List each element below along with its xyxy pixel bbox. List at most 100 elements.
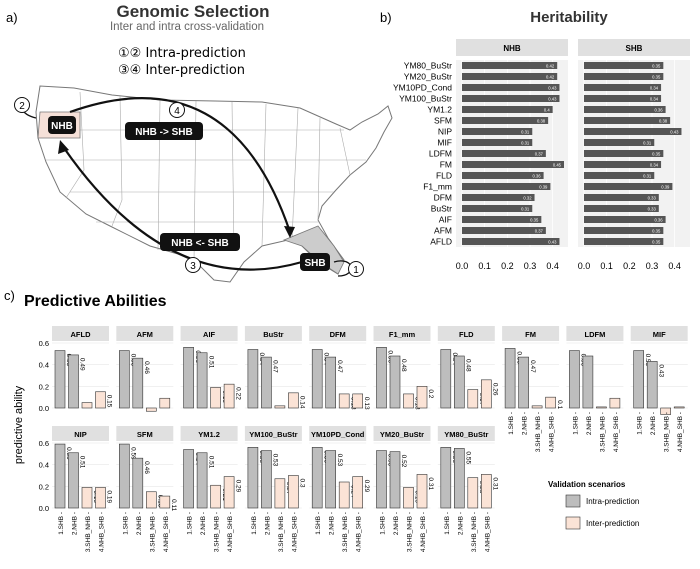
bar-value-label: 0.38 [659,118,668,123]
x-category-label: 1.SHB - [187,512,194,535]
x-tick-label: 0.0 [456,261,469,271]
y-tick-label: 0.6 [39,439,49,448]
bar-2.NHB [261,356,272,409]
bar-1.SHB [183,347,194,409]
bar-value-label: 0.43 [670,129,679,134]
bar-value-label: 0.31 [521,206,530,211]
bar-4.NHB_SHB [352,476,364,509]
bar-2.NHB [453,355,465,409]
heritability-facet-shb: SHB 0.0 0.1 0.2 0.3 0.4 0.35 0.35 0.34 0.34 0.36 0.… [578,39,690,271]
shb-box-label: SHB [304,258,325,269]
facet-strip-label: YM1.2 [198,430,220,439]
facet-strip-label: YM10PD_Cond [311,430,365,439]
circle-3-label: 3 [190,261,196,272]
heritability-bar [462,161,564,168]
facet-strip-label: LDFM [584,330,605,339]
trait-label: YM10PD_Cond [393,83,452,93]
panel-b-heritability: b) Heritability NHB 0.0 0.1 0.2 0.3 0.4 0.42 0.4… [380,9,690,271]
bar-value-label: 0.49 [79,358,86,371]
heritability-bar [584,238,664,245]
legend-label: Intra-prediction [586,497,639,506]
bar-1.SHB [504,348,516,409]
heritability-bar [584,95,662,102]
bar-value-label: 0.48 [465,359,472,372]
x-category-label: 4.NHB_SHB - [420,512,427,552]
bar-value-label: 0.53 [272,454,279,467]
heritability-bar [584,117,671,124]
facet-strip [52,326,109,341]
bar-value-label: 0.35 [652,74,661,79]
bar-value-label: 0.59 [130,447,137,460]
bar-3.SHB_NHB [338,481,350,509]
heritability-bar [584,183,673,190]
x-tick-label: 0.2 [501,261,514,271]
x-category-label: 1.SHB - [637,412,644,435]
arrow-nhb-to-shb [69,97,292,233]
y-tick-label: 0.0 [39,504,49,513]
trait-label: YM1.2 [427,105,452,115]
x-tick-label: 0.4 [546,261,559,271]
bar-value-label: 0.43 [548,239,557,244]
heritability-bar [462,205,533,212]
circle-4-label: 4 [174,106,180,117]
bar-1.SHB [569,350,580,409]
heritability-bar [584,139,655,146]
bar-1.SHB [54,443,66,509]
bar-1.SHB [633,350,645,409]
bar-value-label: 0.34 [650,85,659,90]
arrow-head-forward [284,226,295,238]
facet-strip-label: AFM [137,330,153,339]
predictive-abilities-title: Predictive Abilities [24,293,167,310]
x-category-label: 2.NHB - [264,512,271,535]
facet-f1-mm: F1_mm0.560.480.130.2 [373,326,434,410]
bar-3.SHB_NHB [274,478,286,509]
heritability-bar [462,216,542,223]
bar-value-label: 0.39 [539,184,548,189]
bar-3.SHB_NHB [596,406,607,409]
bar-value-label: 0.4 [544,107,550,112]
forward-label: NHB -> SHB [135,127,193,138]
bar-3.SHB_NHB [210,484,221,509]
bar-2.NHB [646,361,658,409]
trait-label: AFLD [430,237,452,247]
y-axis-title: predictive ability [13,385,25,464]
heritability-bar [462,95,560,102]
bar-value-label: 0.51 [207,356,214,369]
x-category-label: 4.NHB_SHB - [677,412,684,452]
x-category-label: 4.NHB_SHB - [484,512,491,552]
bar-value-label: 0.31 [643,140,652,145]
facet-strip [116,326,174,341]
bar-value-label: 0.11 [170,499,177,512]
facet-strip [456,39,568,56]
facet-strip [437,326,495,341]
heritability-bar [462,117,549,124]
bar-4.NHB_SHB [545,396,556,409]
backward-label: NHB <- SHB [171,238,229,249]
y-tick-label: 0.4 [39,361,49,370]
facet-strip [116,426,174,441]
circle-1 [348,261,364,277]
facet-strip-label: AIF [203,330,216,339]
bar-value-label: 0.53 [644,354,651,367]
nhb-box: NHB [48,116,76,134]
x-tick-label: 0.0 [578,261,591,271]
bar-4.NHB_SHB [480,474,492,509]
trait-label: YM80_BuStr [404,61,452,71]
bar-1.SHB [440,349,452,409]
x-category-label: 3.SHB_NHB - [664,412,671,452]
bar-3.SHB_NHB [146,407,157,412]
facet-strip-label: DFM [330,330,346,339]
bar-4.NHB_SHB [352,393,364,409]
bar-value-label: 0.29 [234,480,241,493]
bar-2.NHB [389,451,401,509]
bar-2.NHB [196,452,208,509]
facet-fm: FM0.550.470.11.SHB -2.NHB -3.SHB_NHB -4.… [502,326,563,452]
arrow-head-backward [58,140,69,154]
bar-1.SHB [54,350,66,409]
bar-4.NHB_SHB [159,495,171,509]
